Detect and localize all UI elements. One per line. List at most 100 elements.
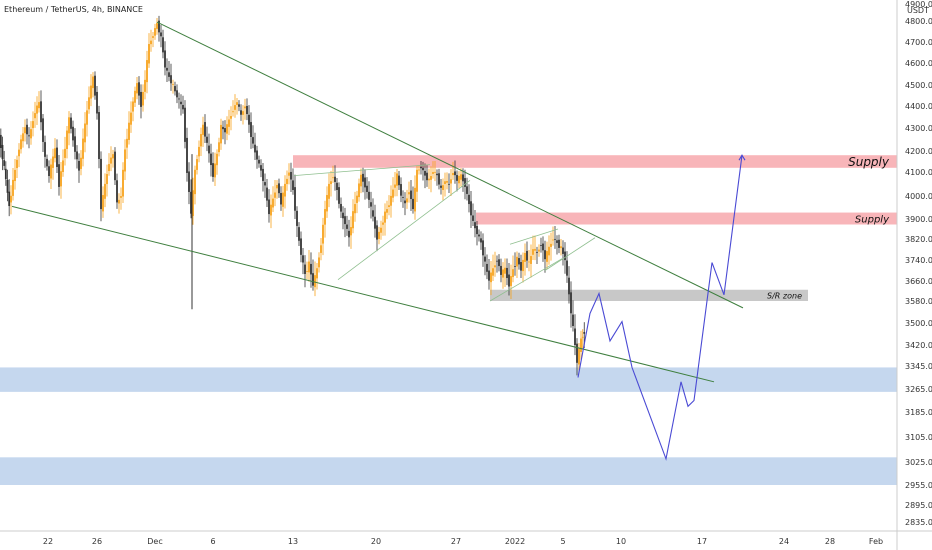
- candle-body: [338, 187, 340, 204]
- candle-body: [112, 154, 114, 159]
- candle-body: [520, 262, 522, 271]
- candle-body: [506, 267, 508, 279]
- candle-body: [564, 251, 566, 261]
- time-tick-label: 6: [210, 537, 215, 546]
- candle-body: [286, 178, 288, 185]
- candle-body: [158, 20, 160, 33]
- time-tick-label: 2022: [505, 537, 525, 546]
- candle-body: [118, 199, 120, 204]
- candle-body: [470, 201, 472, 216]
- candle-body: [1, 144, 4, 160]
- candle-body: [386, 209, 388, 213]
- candle-body: [320, 245, 322, 253]
- candle-body: [120, 196, 122, 198]
- candle-body: [16, 159, 18, 169]
- price-tick-label: 2955.00: [905, 481, 932, 490]
- candle-body: [342, 212, 344, 219]
- candle-body: [382, 222, 384, 225]
- candle-body: [480, 238, 482, 243]
- candle-body: [492, 268, 494, 276]
- candle-body: [398, 175, 400, 186]
- candle-body: [568, 277, 570, 295]
- candle-body: [490, 272, 492, 283]
- candle-body: [344, 216, 346, 225]
- candle-body: [280, 193, 282, 205]
- candle-body: [581, 336, 584, 338]
- candle-body: [292, 180, 294, 190]
- price-tick-label: 3105.00: [905, 433, 932, 442]
- price-axis[interactable]: 2835.00 2895.00 2955.00 3025.00 3105.00 3185.…: [905, 0, 932, 527]
- candle-body: [164, 50, 166, 68]
- candle-body: [392, 189, 394, 198]
- candle-body: [256, 150, 258, 160]
- candle-body: [98, 112, 100, 160]
- candle-body: [110, 157, 112, 164]
- candle-body: [436, 173, 438, 176]
- candle-body: [450, 179, 452, 184]
- candle-body: [440, 185, 442, 188]
- candle-body: [460, 174, 462, 180]
- candle-body: [258, 159, 260, 164]
- trendline-6: [489, 258, 563, 302]
- candle-body: [448, 183, 450, 185]
- candle-body: [264, 182, 266, 186]
- candle-body: [262, 168, 264, 181]
- candle-body: [236, 102, 238, 105]
- candle-body: [372, 210, 374, 217]
- candle-body: [178, 98, 180, 100]
- candle-body: [452, 172, 454, 176]
- candle-body: [218, 142, 220, 153]
- candle-body: [462, 174, 464, 182]
- candle-body: [314, 275, 316, 288]
- price-tick-label: 4900.00: [905, 0, 932, 9]
- candle-body: [416, 169, 418, 192]
- candles-layer: [0, 15, 586, 376]
- price-tick-label: 3420.00: [905, 341, 932, 350]
- candle-body: [64, 148, 66, 158]
- candle-body: [8, 191, 11, 207]
- candle-body: [540, 245, 542, 246]
- candle-body: [530, 256, 532, 264]
- zone-supply-0: [293, 155, 897, 168]
- candle-body: [420, 166, 422, 169]
- candle-body: [414, 187, 416, 212]
- candle-body: [500, 265, 502, 275]
- candle-body: [408, 192, 410, 195]
- candle-body: [504, 267, 506, 274]
- candle-body: [136, 83, 138, 94]
- candle-body: [56, 147, 58, 167]
- candle-body: [70, 117, 72, 129]
- candle-body: [518, 258, 520, 265]
- candle-body: [322, 224, 324, 244]
- candle-body: [328, 183, 330, 199]
- candle-body: [244, 106, 246, 109]
- candle-body: [92, 76, 94, 89]
- candle-body: [294, 187, 296, 211]
- candle-body: [128, 122, 130, 140]
- candle-body: [240, 110, 242, 115]
- price-tick-label: 3660.00: [905, 277, 932, 286]
- candle-body: [148, 44, 150, 64]
- candle-body: [22, 133, 24, 142]
- time-tick-label: 17: [697, 537, 707, 546]
- candle-body: [50, 164, 52, 179]
- candle-body: [510, 276, 512, 286]
- candle-body: [406, 198, 408, 203]
- currency-label: USDT: [907, 6, 929, 15]
- candle-body: [546, 251, 548, 262]
- candle-body: [12, 179, 14, 196]
- candle-body: [20, 139, 22, 150]
- candle-body: [438, 173, 440, 185]
- candle-body: [138, 82, 140, 96]
- candle-body: [210, 153, 212, 166]
- candle-body: [332, 177, 334, 179]
- time-tick-label: 5: [560, 537, 565, 546]
- candle-body: [208, 145, 210, 154]
- candle-body: [42, 118, 44, 142]
- candle-body: [526, 250, 528, 261]
- zone-sr-2: [490, 289, 808, 301]
- time-axis[interactable]: 22 26 Dec 6 13 20 27 2022 5 10 17 24 28 Feb: [43, 537, 883, 546]
- zone-label-1: Supply: [855, 214, 890, 225]
- candle-body: [290, 171, 292, 180]
- candle-body: [10, 195, 12, 203]
